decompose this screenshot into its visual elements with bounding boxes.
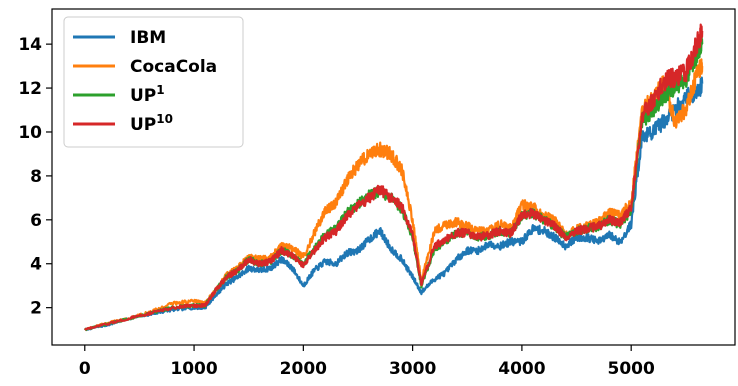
legend-box — [63, 16, 244, 148]
legend-label: IBM — [130, 28, 166, 48]
series-line-up10 — [84, 23, 704, 331]
legend-superscript: 10 — [156, 112, 173, 126]
y-axis: 2 4 6 8 10 12 14 — [18, 35, 52, 319]
x-tick-label: 4000 — [498, 359, 545, 379]
series-layer — [83, 23, 704, 332]
y-tick-label: 10 — [18, 123, 42, 143]
legend-superscript: 1 — [156, 83, 164, 97]
x-tick-label: 2000 — [280, 359, 327, 379]
legend-label: CocaCola — [130, 57, 217, 77]
y-tick-label: 2 — [30, 299, 42, 319]
plot-frame — [51, 8, 736, 346]
series-line-ibm — [83, 76, 704, 331]
x-tick-label: 5000 — [608, 359, 655, 379]
x-axis: 0 1000 2000 3000 4000 5000 — [79, 345, 655, 379]
legend-label: UP1 — [130, 83, 165, 106]
y-tick-label: 14 — [18, 35, 42, 55]
x-tick-label: 3000 — [389, 359, 436, 379]
y-tick-label: 12 — [18, 79, 42, 99]
y-tick-label: 8 — [30, 167, 42, 187]
x-tick-label: 1000 — [170, 359, 217, 379]
y-tick-label: 6 — [30, 211, 42, 231]
y-tick-label: 4 — [30, 255, 42, 275]
x-tick-label: 0 — [79, 359, 91, 379]
